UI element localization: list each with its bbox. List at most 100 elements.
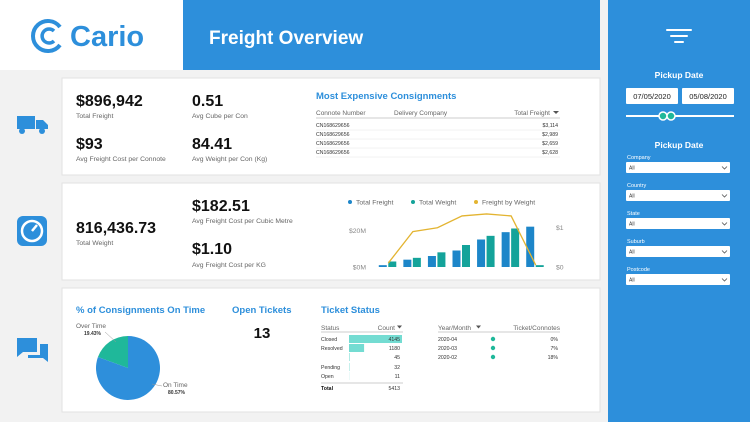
data-bar <box>349 344 365 352</box>
kpi-label: Avg Freight Cost per KG <box>192 262 266 269</box>
table-cell: CN168629656 <box>316 150 350 156</box>
column-header: Delivery Company <box>394 110 448 117</box>
filter-title: Pickup Date <box>655 140 704 150</box>
dropdown[interactable] <box>626 274 730 285</box>
dropdown-chevron <box>721 166 728 170</box>
dropdown[interactable] <box>626 218 730 229</box>
date-input[interactable] <box>626 88 678 104</box>
dropdown-value: All <box>629 278 635 284</box>
logo-area <box>0 0 183 70</box>
legend-label: Total Weight <box>419 200 456 207</box>
sort-caret[interactable] <box>553 111 559 114</box>
table-cell: 4145 <box>388 337 400 343</box>
bar <box>535 265 544 267</box>
logo-text: Cario <box>70 21 144 53</box>
status-dot <box>490 345 496 351</box>
bar <box>388 261 397 267</box>
dropdown-value: All <box>629 166 635 172</box>
data-bar <box>349 353 350 361</box>
filter-title: Pickup Date <box>655 70 704 80</box>
table-total: Total <box>321 386 334 392</box>
slider-handle[interactable] <box>658 111 668 121</box>
kpi-value: $1.10 <box>192 241 232 258</box>
legend-label: Freight by Weight <box>482 200 535 207</box>
table-cell: $2,989 <box>542 132 558 138</box>
pie-label: Over Time <box>76 323 106 330</box>
legend-dot <box>411 200 415 204</box>
table-title: Most Expensive Consignments <box>316 91 456 102</box>
table-cell: $2,628 <box>542 150 558 156</box>
table-cell: 45 <box>394 355 400 361</box>
column-header: Year/Month <box>438 325 471 332</box>
chart-title: % of Consignments On Time <box>76 305 205 316</box>
dropdown[interactable] <box>626 190 730 201</box>
column-header: Connote Number <box>316 110 366 117</box>
open-tickets-value: 13 <box>254 325 271 342</box>
bar <box>501 232 510 267</box>
dropdown-chevron <box>721 194 728 198</box>
table-cell: Pending <box>321 365 340 371</box>
kpi-label: Avg Cube per Con <box>192 113 248 120</box>
kpi-label: Avg Freight Cost per Cubic Metre <box>192 218 293 225</box>
bar <box>427 256 436 267</box>
truck-icon <box>17 116 48 134</box>
table-cell: 11 <box>395 374 400 380</box>
table-cell: CN168629656 <box>316 141 350 147</box>
table-cell: 2020-04 <box>438 337 457 343</box>
date-text: 05/08/2020 <box>689 92 727 101</box>
table-cell: 1180 <box>389 346 400 352</box>
status-dot <box>490 354 496 360</box>
bar <box>486 235 495 267</box>
bar <box>477 239 486 267</box>
card <box>61 182 601 281</box>
pie-label: On Time <box>163 382 188 389</box>
column-header: Total Freight <box>514 110 550 117</box>
gauge-icon <box>17 216 47 246</box>
table-cell: 32 <box>394 365 400 371</box>
kpi-value: 0.51 <box>192 93 223 110</box>
sort-caret[interactable] <box>397 325 402 329</box>
dropdown-value: All <box>629 194 635 200</box>
dropdown[interactable] <box>626 162 730 173</box>
bar <box>412 257 421 267</box>
bar <box>511 228 520 267</box>
column-header: Ticket/Connotes <box>513 325 560 332</box>
bar <box>526 226 535 267</box>
legend-dot <box>474 200 478 204</box>
dropdown[interactable] <box>626 246 730 257</box>
pie-value-label: 80.57% <box>168 390 186 396</box>
pie-slice <box>97 336 128 368</box>
dropdown-value: All <box>629 222 635 228</box>
dropdown-label: Suburb <box>627 239 645 245</box>
sort-caret[interactable] <box>476 325 481 329</box>
column-header: Count <box>378 325 396 332</box>
table-cell: CN168629656 <box>316 123 350 129</box>
date-text: 07/05/2020 <box>633 92 671 101</box>
data-bar <box>349 335 402 343</box>
filter-icon[interactable] <box>666 29 692 43</box>
date-input[interactable] <box>682 88 734 104</box>
leader-line <box>151 383 163 387</box>
table-cell: CN168629656 <box>316 132 350 138</box>
y2-tick-label: $0 <box>556 265 564 272</box>
slider-handle[interactable] <box>666 111 676 121</box>
kpi-value: $93 <box>76 136 103 153</box>
dropdown-chevron <box>721 222 728 226</box>
table-cell: 18% <box>548 355 559 361</box>
logo-ring-inner <box>40 27 56 45</box>
dropdown-chevron <box>721 278 728 282</box>
dropdown-value: All <box>629 250 635 256</box>
bar <box>452 250 461 267</box>
table-cell: Open <box>321 374 334 380</box>
table-cell: $3,114 <box>543 123 559 129</box>
legend-label: Total Freight <box>356 200 394 207</box>
dropdown-label: Company <box>627 155 651 161</box>
table-cell: $2,659 <box>542 141 558 147</box>
logo-ring <box>31 19 62 53</box>
y-tick-label: $0M <box>353 265 367 272</box>
table-cell: 2020-03 <box>438 346 457 352</box>
line-series <box>387 213 537 266</box>
pie-slice <box>96 336 160 400</box>
